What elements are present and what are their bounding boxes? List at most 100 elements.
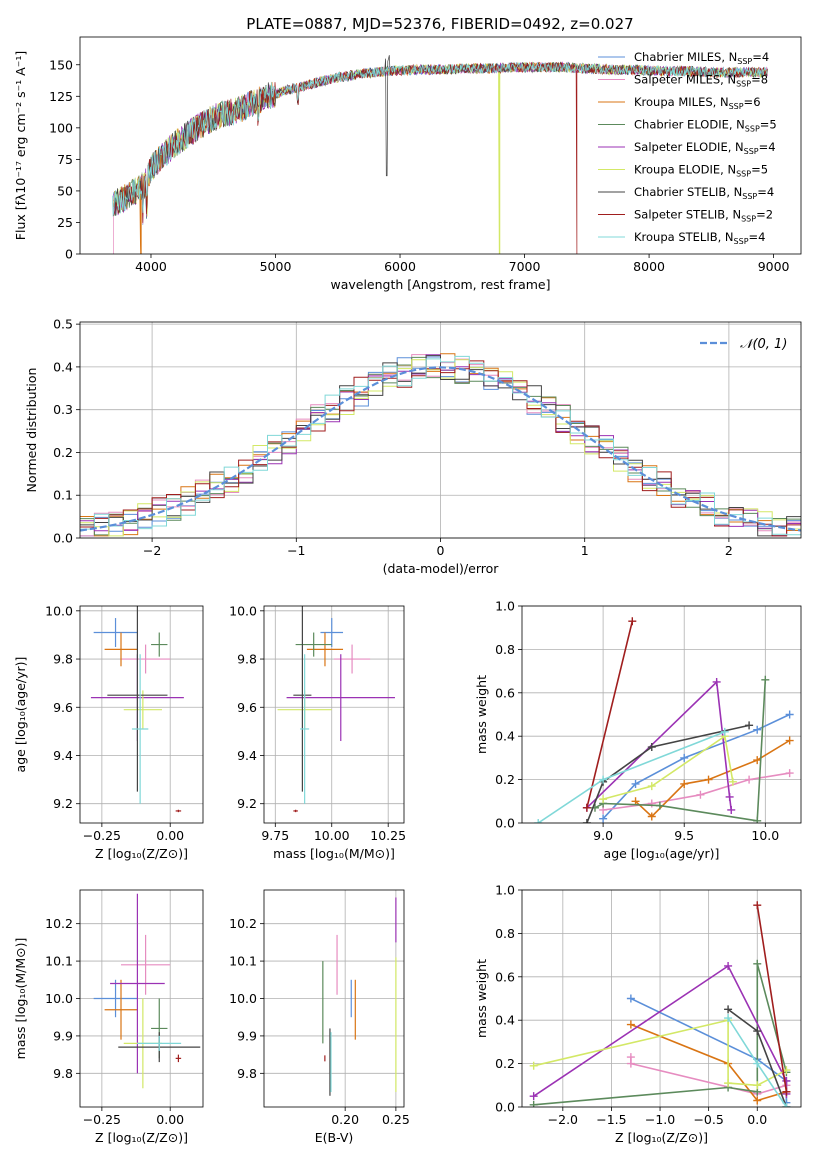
y-axis-label: mass weight xyxy=(474,675,489,754)
x-tick-label: 9000 xyxy=(758,259,790,274)
x-tick-label: 0.00 xyxy=(156,828,184,843)
grid xyxy=(264,890,404,1107)
legend-label: Chabrier STELIB, NSSP=4 xyxy=(634,185,774,201)
legend-label: Salpeter STELIB, NSSP=2 xyxy=(634,208,773,224)
errorbar-point xyxy=(334,644,371,674)
y-tick-label: 9.8 xyxy=(53,652,73,667)
weight-marker xyxy=(647,812,656,821)
weight-marker xyxy=(647,743,656,752)
x-axis-label: mass [log₁₀(M/M⊙)] xyxy=(273,846,395,861)
axes-frame xyxy=(263,889,405,1108)
x-tick-label: 6000 xyxy=(384,259,416,274)
y-tick-label: 9.8 xyxy=(53,1066,73,1081)
axes-frame xyxy=(79,321,802,539)
axes-frame xyxy=(79,36,802,255)
weight-marker xyxy=(724,1079,733,1088)
y-tick-label: 10.2 xyxy=(229,916,257,931)
y-tick-label: 0.1 xyxy=(53,488,73,503)
x-tick-label: −0.5 xyxy=(693,1112,723,1127)
weight-marker xyxy=(753,901,762,910)
x-tick-label: −0.25 xyxy=(83,1112,121,1127)
x-tick-label: 8000 xyxy=(633,259,665,274)
x-tick-label: 9.0 xyxy=(593,828,613,843)
spectrum-line xyxy=(112,61,768,217)
y-tick-label: 10.0 xyxy=(229,603,257,618)
weight-marker xyxy=(631,779,640,788)
x-tick-label: −1.0 xyxy=(645,1112,675,1127)
y-tick-label: 0.3 xyxy=(53,402,73,417)
ticks: −0.25 0.00 9.8 9.9 10.0 10.1 10.2 xyxy=(45,916,184,1127)
plot-area xyxy=(529,901,791,1107)
x-tick-label: −0.25 xyxy=(83,828,121,843)
errorbar-point xyxy=(300,654,310,804)
weight-marker xyxy=(529,1092,538,1101)
ticks: 0.20 0.25 9.8 9.9 10.0 10.1 10.2 xyxy=(229,916,410,1127)
age-vs-mass-panel: 9.75 10.00 10.25 9.2 9.4 9.6 9.8 10.0 mass [log₁… xyxy=(229,603,406,861)
weight-marker xyxy=(599,814,608,823)
weight-marker xyxy=(761,675,770,684)
figure-title: PLATE=0887, MJD=52376, FIBERID=0492, z=0… xyxy=(246,15,633,33)
weight-marker xyxy=(782,1076,791,1085)
plot-area xyxy=(277,606,395,813)
y-tick-label: 10.0 xyxy=(229,991,257,1006)
y-tick-label: 9.4 xyxy=(237,748,257,763)
grid xyxy=(522,889,801,1108)
y-tick-label: 9.8 xyxy=(237,1066,257,1081)
weight-marker xyxy=(696,790,705,799)
x-axis-label: age [log₁₀(age/yr)] xyxy=(604,846,720,861)
weight-vs-age-panel: 9.0 9.5 10.0 0.0 0.2 0.4 0.6 0.8 1.0 age [log₁₀(a… xyxy=(474,599,802,861)
weight-line xyxy=(756,905,788,1092)
y-tick-label: 10.1 xyxy=(45,954,73,969)
weight-marker xyxy=(529,1061,538,1070)
errorbar-point xyxy=(137,1035,182,1051)
x-axis-label: Z [log₁₀(Z/Z⊙)] xyxy=(95,846,188,861)
plot-area xyxy=(112,55,768,254)
x-tick-label: 9.75 xyxy=(261,828,289,843)
weight-marker xyxy=(582,819,591,823)
weight-marker xyxy=(626,1059,635,1068)
weight-line xyxy=(630,1023,787,1102)
weight-marker xyxy=(647,782,656,791)
legend: 𝒩(0, 1) xyxy=(700,337,787,352)
y-axis-label: Normed distribution xyxy=(24,368,39,493)
y-tick-label: 75 xyxy=(57,152,73,167)
weight-marker xyxy=(712,677,721,686)
y-tick-label: 9.2 xyxy=(53,796,73,811)
x-tick-label: −2 xyxy=(143,543,161,558)
plot-area xyxy=(534,617,794,823)
ticks: −0.25 0.00 9.2 9.4 9.6 9.8 10.0 xyxy=(45,603,184,843)
weight-marker xyxy=(782,1087,791,1096)
y-tick-label: 0.2 xyxy=(495,1056,515,1071)
y-tick-label: 25 xyxy=(57,215,73,230)
y-tick-label: 1.0 xyxy=(495,599,515,614)
axes-frame xyxy=(79,889,204,1108)
y-tick-label: 10.1 xyxy=(229,954,257,969)
weight-vs-metallicity-panel: −2.0 −1.5 −1.0 −0.5 0.0 0.0 0.2 0.4 0.6 0.8 1.0 Z [… xyxy=(474,883,802,1145)
errorbar-point xyxy=(175,809,182,813)
y-tick-label: 0.4 xyxy=(53,359,73,374)
y-tick-label: 0.0 xyxy=(495,1100,515,1115)
mass-vs-ebv-panel: 0.20 0.25 9.8 9.9 10.0 10.1 10.2 E(B-V) xyxy=(229,889,410,1145)
y-tick-label: 9.6 xyxy=(53,700,73,715)
spectrum-line xyxy=(113,61,768,254)
weight-marker xyxy=(785,736,794,745)
errorbar-point xyxy=(295,632,332,657)
ticks: −2 −1 0 1 2 0.0 0.1 0.2 0.3 0.4 0.5 xyxy=(53,317,733,558)
weight-marker xyxy=(753,756,762,765)
x-tick-label: 5000 xyxy=(260,259,292,274)
weight-marker xyxy=(753,1059,762,1068)
y-axis-label: age [log₁₀(age/yr)] xyxy=(13,657,28,773)
weight-marker xyxy=(785,769,794,778)
weight-marker xyxy=(599,795,608,804)
grid xyxy=(80,890,203,1107)
weight-marker xyxy=(753,816,762,823)
x-tick-label: 0.0 xyxy=(747,1112,767,1127)
errorbar-point xyxy=(104,632,138,667)
spectrum-line xyxy=(113,61,768,254)
y-tick-label: 10.0 xyxy=(45,991,73,1006)
y-tick-label: 9.9 xyxy=(53,1028,73,1043)
errorbar-point xyxy=(123,690,162,729)
x-tick-label: 0.25 xyxy=(382,1112,410,1127)
errorbar-point xyxy=(104,979,138,1040)
